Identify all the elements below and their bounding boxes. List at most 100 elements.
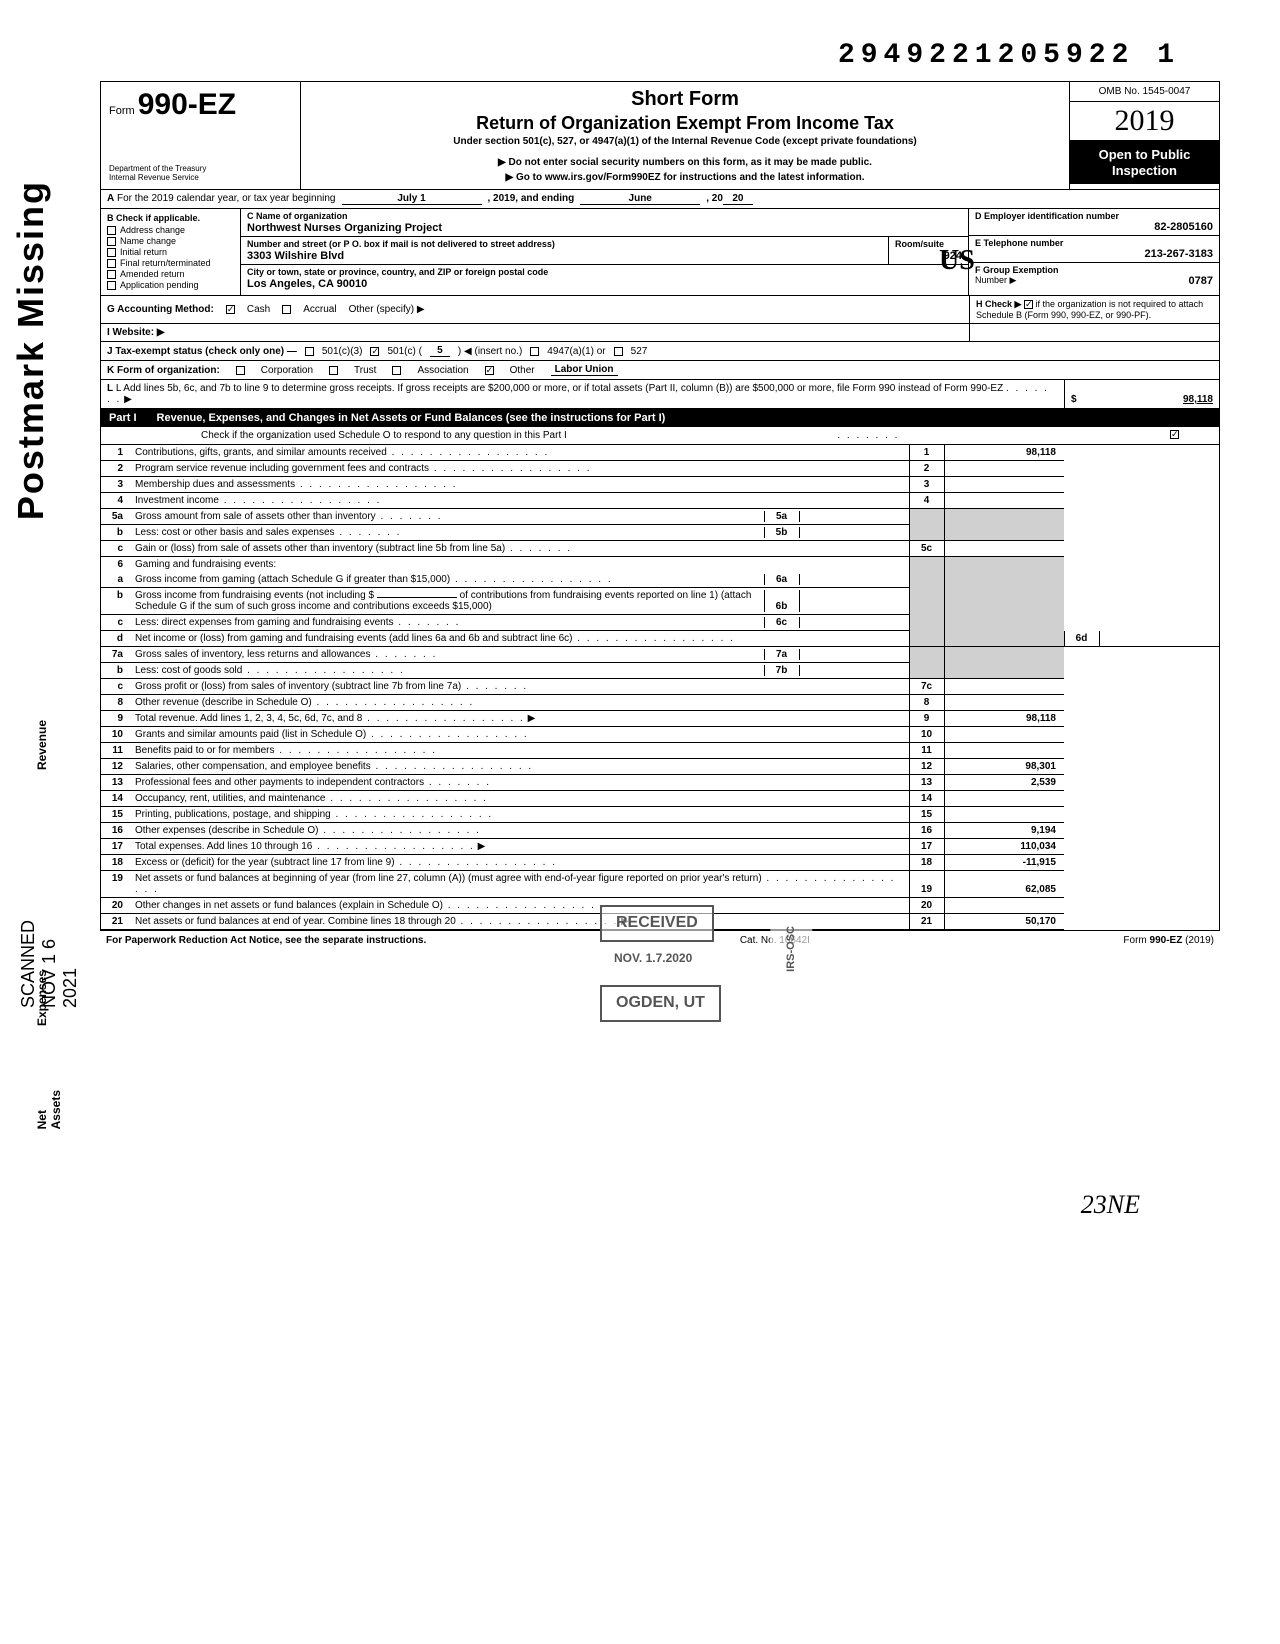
lbl-4947: 4947(a)(1) or xyxy=(547,346,605,357)
header-right: OMB No. 1545-0047 2019 Open to Public In… xyxy=(1069,82,1219,189)
chk-corp[interactable] xyxy=(236,366,245,375)
chk-trust[interactable] xyxy=(329,366,338,375)
chk-app-pending[interactable] xyxy=(107,281,116,290)
tax-year-end-month: June xyxy=(580,193,700,205)
lbl-address-change: Address change xyxy=(120,225,185,235)
lbl-corp: Corporation xyxy=(261,365,313,376)
sidebar-netassets: Net Assets xyxy=(35,1090,63,1129)
l-arrow: ▶ xyxy=(124,394,132,405)
line-9: 9Total revenue. Add lines 1, 2, 3, 4, 5c… xyxy=(101,711,1219,727)
phone-value: 213-267-3183 xyxy=(975,248,1213,260)
info-grid: B Check if applicable. Address change Na… xyxy=(101,209,1219,296)
part1-table: 1Contributions, gifts, grants, and simil… xyxy=(101,445,1219,930)
line-13: 13Professional fees and other payments t… xyxy=(101,775,1219,791)
lbl-name-change: Name change xyxy=(120,236,176,246)
open-public-2: Inspection xyxy=(1074,163,1215,179)
lbl-insert-no: ) ◀ (insert no.) xyxy=(458,346,522,357)
501c-insert: 5 xyxy=(430,345,450,357)
goto-url: ▶ Go to www.irs.gov/Form990EZ for instru… xyxy=(311,172,1059,183)
l-text: L Add lines 5b, 6c, and 7b to line 9 to … xyxy=(116,383,1003,394)
street-value: 3303 Wilshire Blvd xyxy=(247,250,882,262)
chk-amended[interactable] xyxy=(107,270,116,279)
irs-label: Internal Revenue Service xyxy=(109,173,292,183)
line-11: 11Benefits paid to or for members11 xyxy=(101,743,1219,759)
h-label: H Check ▶ xyxy=(976,299,1021,309)
part1-header: Part I Revenue, Expenses, and Changes in… xyxy=(101,409,1219,427)
row-k: K Form of organization: Corporation Trus… xyxy=(101,361,1219,380)
chk-501c[interactable] xyxy=(370,347,379,356)
group-exempt-label: F Group Exemption xyxy=(975,265,1213,275)
part1-check-o: Check if the organization used Schedule … xyxy=(101,427,1219,445)
k-label: K Form of organization: xyxy=(107,365,220,376)
under-section: Under section 501(c), 527, or 4947(a)(1)… xyxy=(311,136,1059,147)
form-header: Form 990-EZ Department of the Treasury I… xyxy=(101,82,1219,190)
lbl-501c: 501(c) ( xyxy=(387,346,421,357)
chk-other-org[interactable] xyxy=(485,366,494,375)
form-ref: Form 990-EZ (2019) xyxy=(1123,935,1214,946)
row-a-tax-year: A For the 2019 calendar year, or tax yea… xyxy=(101,190,1219,209)
line-3: 3Membership dues and assessments3 xyxy=(101,477,1219,493)
col-right: D Employer identification number 82-2805… xyxy=(969,209,1219,295)
group-exempt-label2: Number ▶ xyxy=(975,275,1016,287)
chk-527[interactable] xyxy=(614,347,623,356)
chk-assoc[interactable] xyxy=(392,366,401,375)
city-label: City or town, state or province, country… xyxy=(247,267,962,277)
chk-initial-return[interactable] xyxy=(107,248,116,257)
check-o-text: Check if the organization used Schedule … xyxy=(201,430,567,441)
handwrite-us: US xyxy=(939,245,975,277)
return-title: Return of Organization Exempt From Incom… xyxy=(311,113,1059,134)
handwrite-23ne: 23NE xyxy=(1081,1190,1140,1220)
lbl-final-return: Final return/terminated xyxy=(120,258,211,268)
street-label: Number and street (or P O. box if mail i… xyxy=(247,239,882,249)
row-a-end2: , 20 xyxy=(706,193,723,205)
row-l: L L Add lines 5b, 6c, and 7b to line 9 t… xyxy=(101,380,1219,409)
l-dollar: $ xyxy=(1071,394,1077,405)
other-org-value: Labor Union xyxy=(551,364,618,376)
stamp-date: NOV. 1.7.2020 xyxy=(600,945,706,973)
row-a-mid: , 2019, and ending xyxy=(488,193,575,205)
section-c: C Name of organization Northwest Nurses … xyxy=(241,209,969,295)
form-990ez: Form 990-EZ Department of the Treasury I… xyxy=(100,81,1220,931)
group-exempt-value: 0787 xyxy=(1189,275,1213,287)
ein-label: D Employer identification number xyxy=(975,211,1213,221)
chk-cash[interactable] xyxy=(226,305,235,314)
j-label: J Tax-exempt status (check only one) — xyxy=(107,346,297,357)
row-j: J Tax-exempt status (check only one) — 5… xyxy=(101,342,1219,361)
chk-h[interactable] xyxy=(1024,300,1033,309)
lbl-trust: Trust xyxy=(354,365,376,376)
line-15: 15Printing, publications, postage, and s… xyxy=(101,807,1219,823)
lbl-initial-return: Initial return xyxy=(120,247,167,257)
label-a: A xyxy=(107,193,114,205)
form-prefix: Form xyxy=(109,105,135,117)
stamp-ogden: OGDEN, UT xyxy=(600,985,721,1022)
chk-4947[interactable] xyxy=(530,347,539,356)
line-6: 6Gaming and fundraising events: xyxy=(101,557,1219,573)
chk-final-return[interactable] xyxy=(107,259,116,268)
lbl-app-pending: Application pending xyxy=(120,280,199,290)
line-16: 16Other expenses (describe in Schedule O… xyxy=(101,823,1219,839)
open-to-public: Open to Public Inspection xyxy=(1070,141,1219,184)
line-12: 12Salaries, other compensation, and empl… xyxy=(101,759,1219,775)
chk-address-change[interactable] xyxy=(107,226,116,235)
chk-501c3[interactable] xyxy=(305,347,314,356)
line-1: 1Contributions, gifts, grants, and simil… xyxy=(101,445,1219,461)
ssn-warning: ▶ Do not enter social security numbers o… xyxy=(311,157,1059,168)
g-label: G Accounting Method: xyxy=(107,304,214,315)
row-a-text1: For the 2019 calendar year, or tax year … xyxy=(117,193,335,205)
lbl-amended: Amended return xyxy=(120,269,185,279)
lbl-assoc: Association xyxy=(417,365,468,376)
line-17: 17Total expenses. Add lines 10 through 1… xyxy=(101,839,1219,855)
chk-name-change[interactable] xyxy=(107,237,116,246)
chk-accrual[interactable] xyxy=(282,305,291,314)
line-10: 10Grants and similar amounts paid (list … xyxy=(101,727,1219,743)
stamp-received: RECEIVED xyxy=(600,905,714,942)
chk-schedule-o[interactable] xyxy=(1170,430,1179,439)
lbl-cash: Cash xyxy=(247,304,270,315)
row-g-h: G Accounting Method: Cash Accrual Other … xyxy=(101,296,1219,324)
scanned-date-sidebar: SCANNED NOV 1 6 2021 xyxy=(18,920,81,1008)
lbl-other-method: Other (specify) ▶ xyxy=(349,304,425,315)
phone-label: E Telephone number xyxy=(975,238,1213,248)
row-i: I Website: ▶ xyxy=(101,324,1219,342)
line-5a: 5aGross amount from sale of assets other… xyxy=(101,509,1219,525)
line-18: 18Excess or (deficit) for the year (subt… xyxy=(101,855,1219,871)
